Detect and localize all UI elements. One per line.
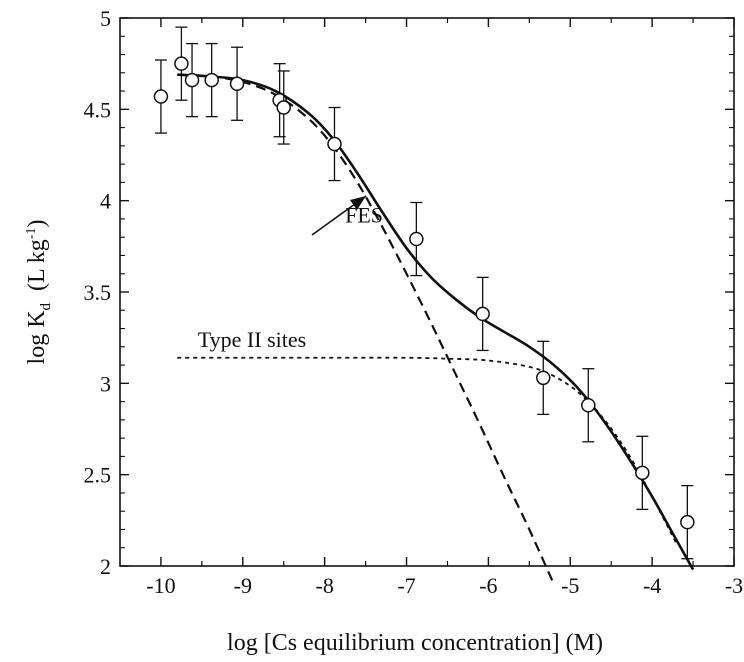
- data-point: [635, 465, 650, 481]
- data-point: [276, 100, 291, 115]
- annotation-fes: FES: [345, 203, 383, 228]
- data-point: [174, 56, 189, 71]
- x-tick-label: -6: [479, 573, 497, 598]
- x-tick-label: -7: [397, 573, 415, 598]
- y-tick-label: 5: [100, 6, 111, 31]
- data-point: [204, 72, 219, 88]
- axis-ticks: -10 -9 -8 -7 -6 -5 -4 -3 2 2.5 3 3.5 4 4.5 5: [84, 6, 744, 598]
- x-tick-label: -10: [146, 573, 175, 598]
- x-tick-label: -9: [234, 573, 252, 598]
- y-tick-label: 4.5: [84, 97, 112, 122]
- data-point: [581, 398, 596, 413]
- annotation-type-ii-sites: Type II sites: [198, 327, 306, 352]
- data-point: [475, 306, 490, 322]
- y-axis-title-close: ): [24, 220, 50, 228]
- x-tick-label: -3: [725, 573, 743, 598]
- y-tick-label: 3.5: [84, 280, 112, 305]
- y-tick-label: 2: [100, 554, 111, 579]
- data-point: [680, 514, 695, 530]
- x-tick-label: -8: [316, 573, 334, 598]
- x-tick-label: -4: [643, 573, 661, 598]
- y-axis-title-prefix: log K: [24, 310, 50, 365]
- curve-solid: [177, 73, 695, 571]
- data-point: [229, 76, 245, 92]
- y-axis-title-units: (L kg: [24, 239, 50, 303]
- x-tick-label: -5: [561, 573, 579, 598]
- data-point: [327, 136, 342, 152]
- y-axis-title-superscript: -1: [24, 228, 39, 240]
- x-axis-title: log [Cs equilibrium concentration] (M): [227, 630, 603, 656]
- y-tick-label: 4: [100, 189, 111, 214]
- y-axis-title: log Kd (L kg-1): [24, 220, 54, 365]
- data-point: [153, 89, 169, 104]
- fes-arrowhead: [350, 196, 366, 210]
- curve-dotted: [177, 356, 678, 545]
- curve-dashed: [177, 73, 555, 585]
- y-tick-label: 3: [100, 371, 111, 396]
- data-point: [184, 72, 200, 88]
- y-tick-label: 2.5: [84, 463, 112, 488]
- data-points: [153, 26, 695, 560]
- data-point: [536, 370, 551, 386]
- y-axis-title-subscript: d: [38, 302, 54, 310]
- data-point: [409, 231, 424, 247]
